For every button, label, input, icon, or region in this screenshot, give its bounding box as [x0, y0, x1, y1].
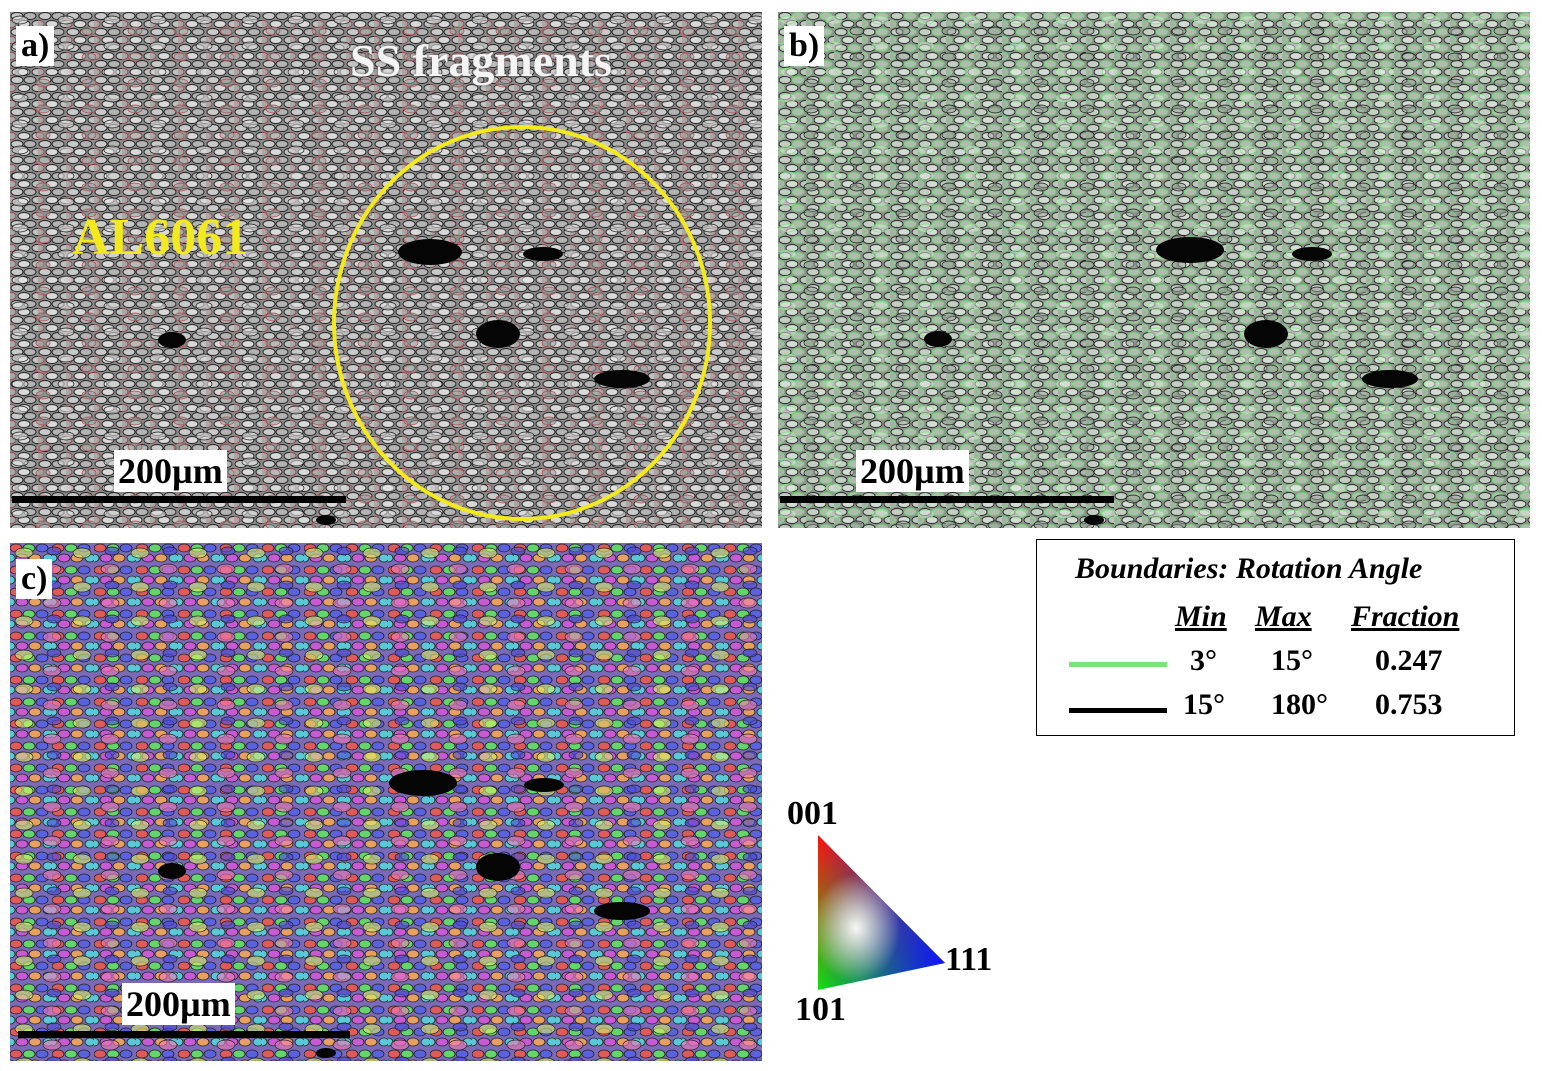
scale-bar-b [780, 496, 1114, 503]
grain-map-a [10, 12, 762, 528]
legend-swatch-low-angle [1069, 662, 1167, 667]
panel-c-label: c) [16, 559, 53, 599]
legend-row1-max: 15° [1271, 644, 1313, 677]
ipf-label-101: 101 [795, 991, 846, 1028]
legend-title: Boundaries: Rotation Angle [1075, 552, 1423, 585]
scale-bar-c [18, 1031, 350, 1038]
ipf-color-key: 001 111 101 [785, 795, 1015, 1030]
legend-header-max: Max [1255, 600, 1312, 633]
micrograph-panel-b: b) 200µm [778, 12, 1530, 528]
legend-swatch-high-angle [1069, 708, 1167, 713]
scale-label-a: 200µm [114, 450, 227, 492]
legend-row2-max: 180° [1271, 688, 1328, 721]
boundary-legend: Boundaries: Rotation Angle Min Max Fract… [1036, 539, 1515, 736]
ipf-triangle [818, 835, 945, 990]
legend-row1-min: 3° [1190, 644, 1217, 677]
legend-header-fraction: Fraction [1351, 600, 1460, 633]
scale-label-b: 200µm [856, 450, 969, 492]
micrograph-panel-c: c) 200µm [10, 543, 762, 1061]
ipf-label-111: 111 [945, 941, 993, 978]
panel-a-label: a) [16, 26, 55, 66]
grain-map-b [778, 12, 1530, 528]
scale-bar-a [12, 496, 346, 503]
annotation-ellipse [332, 125, 712, 521]
panel-b-label: b) [784, 26, 825, 66]
legend-row2-min: 15° [1183, 688, 1225, 721]
legend-row1-fraction: 0.247 [1375, 644, 1443, 677]
legend-row2-fraction: 0.753 [1375, 688, 1443, 721]
alloy-label: AL6061 [72, 209, 249, 266]
ipf-grain-map-c [10, 543, 762, 1061]
ipf-label-001: 001 [787, 795, 838, 832]
micrograph-panel-a: a) SS fragments AL6061 200µm [10, 12, 762, 528]
ss-fragments-label: SS fragments [350, 35, 612, 86]
scale-label-c: 200µm [122, 983, 235, 1025]
legend-header-min: Min [1175, 600, 1227, 633]
